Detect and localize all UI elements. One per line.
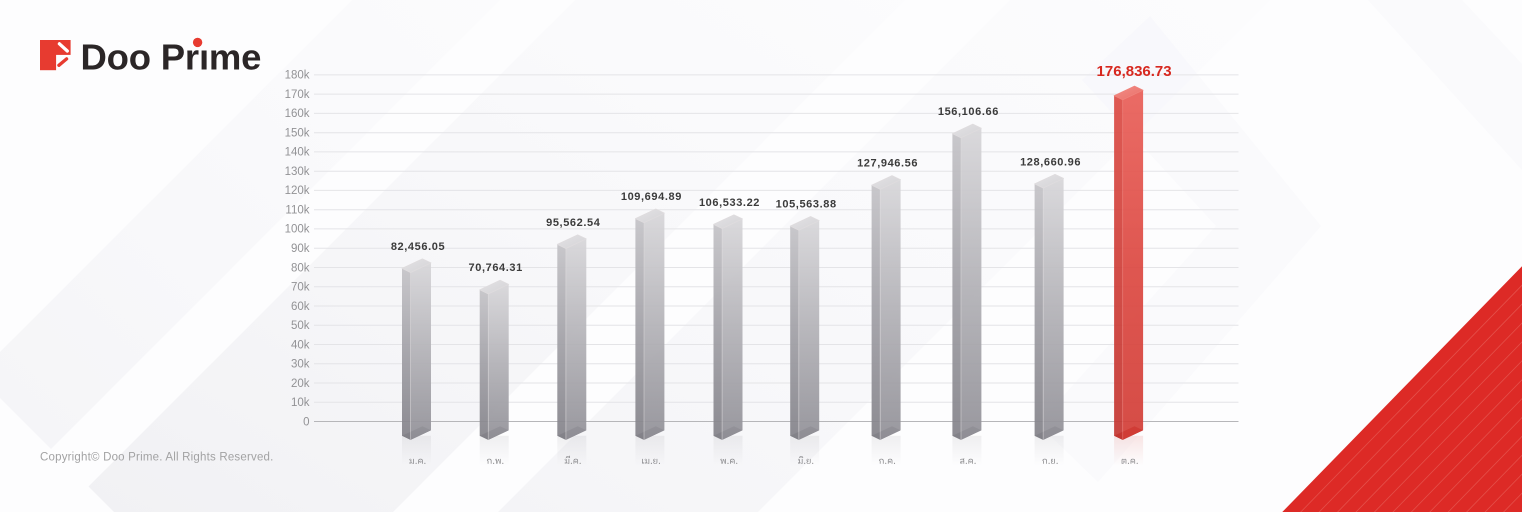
svg-text:82,456.05: 82,456.05 <box>391 241 445 253</box>
svg-text:95,562.54: 95,562.54 <box>546 217 601 229</box>
svg-text:70,764.31: 70,764.31 <box>469 262 523 274</box>
svg-text:60k: 60k <box>291 301 310 313</box>
svg-text:30k: 30k <box>291 359 310 371</box>
svg-text:180k: 180k <box>285 70 310 82</box>
svg-text:10k: 10k <box>291 397 310 409</box>
svg-text:109,694.89: 109,694.89 <box>621 191 682 203</box>
svg-text:90k: 90k <box>291 243 310 255</box>
svg-text:176,836.73: 176,836.73 <box>1097 63 1172 80</box>
svg-text:20k: 20k <box>291 378 310 390</box>
svg-text:128,660.96: 128,660.96 <box>1020 156 1081 168</box>
svg-text:127,946.56: 127,946.56 <box>857 158 918 170</box>
svg-text:170k: 170k <box>285 89 310 101</box>
svg-text:Doo Prıme: Doo Prıme <box>81 37 262 78</box>
svg-text:150k: 150k <box>285 128 310 140</box>
svg-text:70k: 70k <box>291 282 310 294</box>
svg-text:120k: 120k <box>285 185 310 197</box>
svg-text:130k: 130k <box>285 166 310 178</box>
svg-text:Copyright© Doo Prime. All Righ: Copyright© Doo Prime. All Rights Reserve… <box>40 452 274 464</box>
svg-text:106,533.22: 106,533.22 <box>699 197 760 209</box>
svg-text:105,563.88: 105,563.88 <box>776 199 837 211</box>
svg-text:110k: 110k <box>285 205 309 217</box>
svg-text:140k: 140k <box>285 147 310 159</box>
svg-text:0: 0 <box>303 416 309 428</box>
svg-text:156,106.66: 156,106.66 <box>938 106 999 118</box>
svg-text:40k: 40k <box>291 339 310 351</box>
svg-text:160k: 160k <box>285 108 310 120</box>
svg-text:80k: 80k <box>291 262 310 274</box>
svg-text:100k: 100k <box>285 224 310 236</box>
svg-text:50k: 50k <box>291 320 310 332</box>
